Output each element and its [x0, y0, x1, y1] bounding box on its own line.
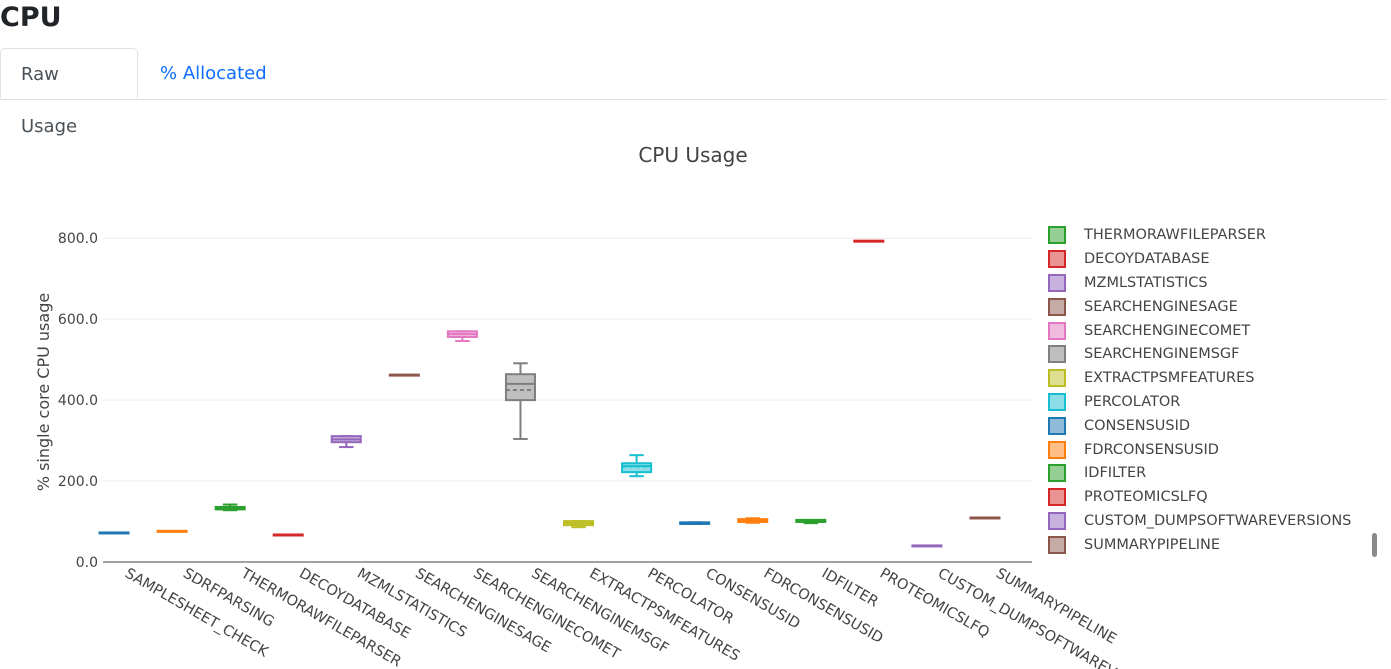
y-tick-label: 800.0 [58, 231, 98, 247]
y-tick-label: 200.0 [58, 474, 98, 490]
box [98, 531, 130, 535]
legend-item[interactable]: DECOYDATABASE [1040, 247, 1370, 271]
legend-label: DECOYDATABASE [1084, 251, 1210, 268]
legend-item[interactable]: IDFILTER [1040, 462, 1370, 486]
x-tick-label: PROTEOMICSLFQ [877, 566, 992, 642]
box [446, 330, 478, 343]
legend-label: CUSTOM_DUMPSOFTWAREVERSIONS [1084, 513, 1352, 530]
legend-item[interactable]: SEARCHENGINESAGE [1040, 295, 1370, 319]
legend-label: EXTRACTPSMFEATURES [1084, 370, 1255, 387]
box [737, 517, 769, 524]
legend-label: SEARCHENGINESAGE [1084, 298, 1238, 315]
y-tick-label: 400.0 [58, 393, 98, 409]
legend-label: IDFILTER [1084, 465, 1147, 482]
box [214, 503, 246, 512]
legend-swatch [1048, 416, 1066, 435]
legend-item[interactable]: FDRCONSENSUSID [1040, 438, 1370, 462]
legend-swatch [1048, 369, 1066, 388]
legend-swatch [1048, 512, 1066, 531]
legend-swatch [1048, 488, 1066, 507]
legend-swatch [1048, 345, 1066, 364]
legend-label: THERMORAWFILEPARSER [1084, 227, 1266, 244]
legend-swatch [1048, 250, 1066, 269]
legend-swatch [1048, 297, 1066, 316]
tab[interactable]: % Allocated [160, 63, 267, 84]
legend-swatch [1048, 274, 1066, 293]
tab-bar: Raw Usage % Allocated [0, 48, 1387, 137]
box [563, 520, 595, 529]
chart-title: CPU Usage [638, 143, 747, 167]
box [969, 516, 1001, 520]
legend-swatch [1048, 464, 1066, 483]
legend-swatch [1048, 226, 1066, 245]
y-tick-label: 600.0 [58, 312, 98, 328]
legend-item[interactable]: SUMMARYPIPELINE [1040, 533, 1370, 557]
box [330, 435, 362, 449]
legend-label: FDRCONSENSUSID [1084, 441, 1219, 458]
legend-item[interactable]: SEARCHENGINECOMET [1040, 319, 1370, 343]
legend-label: PROTEOMICSLFQ [1084, 489, 1208, 506]
y-axis-title: % single core CPU usage [34, 293, 53, 491]
legend-item[interactable]: PROTEOMICSLFQ [1040, 485, 1370, 509]
legend-item[interactable]: SEARCHENGINEMSGF [1040, 343, 1370, 367]
box [911, 544, 943, 548]
box-body [621, 462, 653, 474]
box [156, 529, 188, 533]
legend-swatch [1048, 440, 1066, 459]
legend-item[interactable]: MZMLSTATISTICS [1040, 271, 1370, 295]
box [795, 518, 827, 525]
box [388, 373, 420, 377]
legend-item[interactable]: EXTRACTPSMFEATURES [1040, 366, 1370, 390]
legend-label: SUMMARYPIPELINE [1084, 536, 1221, 553]
legend: SAMPLESHEET_CHECKSDRFPARSINGTHERMORAWFIL… [1040, 224, 1370, 557]
legend-label: SEARCHENGINEMSGF [1084, 346, 1240, 363]
legend-swatch [1048, 535, 1066, 554]
legend-item[interactable]: PERCOLATOR [1040, 390, 1370, 414]
legend-item[interactable]: CONSENSUSID [1040, 414, 1370, 438]
legend-item[interactable]: THERMORAWFILEPARSER [1040, 224, 1370, 247]
legend-item[interactable]: CUSTOM_DUMPSOFTWAREVERSIONS [1040, 509, 1370, 533]
box [853, 239, 885, 243]
box [272, 533, 304, 537]
legend-label: CONSENSUSID [1084, 417, 1191, 434]
box [504, 362, 536, 440]
box-body [504, 373, 536, 402]
scrollbar[interactable] [1372, 533, 1377, 557]
tab[interactable]: Raw Usage [0, 48, 138, 137]
page-title: CPU [0, 2, 62, 33]
legend-label: PERCOLATOR [1084, 394, 1181, 411]
box [679, 521, 711, 525]
legend-swatch [1048, 321, 1066, 340]
box [621, 454, 653, 478]
legend-label: SEARCHENGINECOMET [1084, 322, 1251, 339]
legend-label: MZMLSTATISTICS [1084, 275, 1208, 292]
y-tick-label: 0.0 [76, 555, 98, 571]
legend-swatch [1048, 393, 1066, 412]
